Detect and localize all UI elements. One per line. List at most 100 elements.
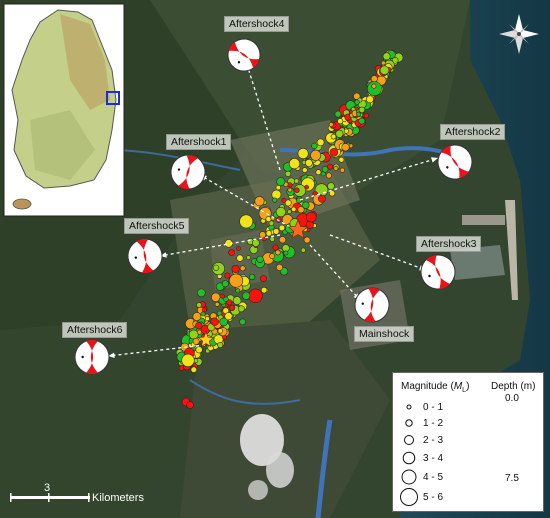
event-circle [273, 228, 280, 235]
event-circle [294, 187, 300, 193]
pointer-arrow [159, 234, 281, 257]
event-circle [195, 346, 203, 354]
magnitude-class: 2 - 3 [423, 435, 444, 446]
aftershock4-beachball-icon [227, 38, 261, 72]
event-circle [283, 250, 289, 256]
event-circle [356, 111, 362, 117]
magnitude-class: 0 - 1 [423, 402, 444, 413]
event-circle [271, 189, 282, 200]
event-circle [301, 167, 308, 173]
event-circle [297, 206, 305, 214]
mainshock-star-icon [287, 218, 309, 239]
event-circle [249, 273, 256, 281]
aftershock3-label: Aftershock3 [416, 236, 482, 252]
event-circle [330, 133, 337, 140]
event-circle [181, 353, 195, 368]
event-circle [251, 238, 260, 247]
aftershock6-beachball-icon [74, 339, 110, 375]
aftershock1-beachball-icon [170, 154, 206, 190]
event-circle [195, 322, 203, 330]
event-circle [213, 264, 220, 271]
event-circle [379, 65, 390, 75]
event-circle [204, 316, 210, 322]
event-circle [217, 328, 223, 334]
event-circle [237, 305, 245, 313]
pointer-arrow [107, 344, 206, 357]
arrow-head [431, 157, 438, 163]
event-circle [242, 291, 251, 300]
event-circle [269, 253, 275, 259]
event-circle [310, 149, 322, 161]
event-circle [231, 264, 240, 273]
event-circle [192, 337, 200, 345]
scale-number: 3 [44, 482, 51, 494]
event-circle [317, 194, 326, 203]
event-circle [275, 216, 282, 223]
pointer-arrow [299, 157, 439, 201]
event-circle [260, 286, 268, 294]
event-circle [358, 106, 366, 114]
magnitude-class: 3 - 4 [423, 453, 444, 464]
event-circle [329, 148, 339, 157]
event-circle [321, 166, 329, 173]
event-circle [358, 117, 366, 125]
event-circle [287, 187, 293, 193]
event-circle [311, 142, 318, 150]
event-circle [259, 275, 267, 282]
event-circle [229, 304, 236, 312]
event-circle [329, 190, 336, 197]
event-circle [297, 148, 309, 160]
event-circle [272, 244, 279, 251]
event-circle [192, 312, 202, 321]
event-circle [224, 312, 233, 321]
event-circle [217, 341, 224, 348]
magnitude-class: 4 - 5 [423, 472, 444, 483]
event-circle [268, 220, 275, 227]
event-circle [224, 272, 231, 279]
depth-title: Depth (m) [491, 381, 536, 392]
event-circle [272, 197, 278, 203]
event-circle [219, 317, 228, 327]
event-circle [284, 199, 292, 207]
pointer-arrow [199, 174, 296, 231]
pointer-arrow [244, 57, 281, 171]
event-circle [316, 138, 325, 147]
pointer-arrow [329, 234, 427, 271]
aftershock2-label: Aftershock2 [440, 124, 506, 140]
event-circle [188, 329, 199, 340]
event-circle [190, 366, 198, 373]
aftershock1-label: Aftershock1 [166, 134, 232, 150]
event-circle [305, 211, 317, 223]
event-circle [186, 401, 194, 409]
event-circle [335, 129, 344, 138]
aftershock4-label: Aftershock4 [224, 16, 290, 32]
event-circle [196, 302, 202, 308]
event-circle [288, 158, 301, 170]
event-circle [333, 165, 339, 171]
event-circle [228, 249, 235, 256]
event-circle [239, 214, 254, 229]
event-circle [328, 122, 334, 127]
magnitude-symbols [400, 404, 418, 506]
pointer-arrow [309, 244, 361, 301]
event-circle [291, 206, 297, 213]
event-circle [325, 172, 332, 179]
event-circle [341, 143, 350, 152]
depth-max-label: 7.5 [505, 473, 519, 484]
event-circle [366, 81, 382, 96]
event-circle [343, 128, 349, 134]
event-circle [337, 118, 344, 125]
event-circle [219, 293, 225, 299]
event-circle [239, 318, 246, 326]
aftershock5-label: Aftershock5 [124, 218, 190, 234]
event-circle [200, 311, 206, 317]
event-circle [223, 296, 229, 302]
depth-min-label: 0.0 [505, 393, 519, 404]
event-circle [363, 112, 369, 119]
event-circle [278, 224, 286, 232]
aftershock6-label: Aftershock6 [62, 322, 128, 338]
event-circle [265, 230, 273, 237]
event-circle [370, 75, 378, 83]
event-circle [382, 52, 391, 61]
